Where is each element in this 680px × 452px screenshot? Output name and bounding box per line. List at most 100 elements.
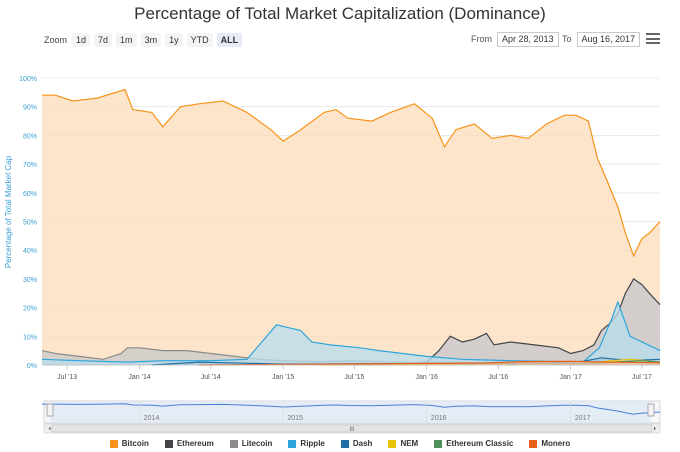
dash-area xyxy=(151,357,661,365)
x-tick-label: Jul '13 xyxy=(57,374,77,381)
ethereum-classic-swatch-icon xyxy=(434,439,443,448)
legend-item-bitcoin[interactable]: Bitcoin xyxy=(109,439,149,448)
scroll-left-arrow-icon[interactable] xyxy=(48,426,51,431)
dash-swatch-icon xyxy=(340,439,349,448)
ethereum-classic-line[interactable] xyxy=(507,360,661,366)
navigator-series-line xyxy=(42,403,661,415)
y-axis-label: Percentage of Total Market Cap xyxy=(4,155,13,268)
legend-item-ethereum-classic[interactable]: Ethereum Classic xyxy=(434,439,513,448)
ethereum-swatch-icon xyxy=(164,439,173,448)
area-layer xyxy=(41,88,661,366)
zoom-7d-button[interactable]: 7d xyxy=(94,33,113,47)
navigator-selection[interactable] xyxy=(50,401,651,423)
monero-area xyxy=(199,361,660,365)
y-tick-label: 40% xyxy=(23,248,37,255)
litecoin-line[interactable] xyxy=(41,347,660,364)
navigator-background xyxy=(43,400,661,424)
navigator-year-label: 2016 xyxy=(431,415,447,422)
zoom-3m-button[interactable]: 3m xyxy=(140,33,162,47)
scroll-right-arrow-icon[interactable] xyxy=(654,426,656,431)
y-tick-label: 60% xyxy=(23,191,37,198)
legend-label: Ripple xyxy=(300,439,325,448)
y-tick-label: 20% xyxy=(23,306,37,313)
zoom-ytd-button[interactable]: YTD xyxy=(186,33,213,47)
nem-area xyxy=(318,359,660,365)
ethereum-area xyxy=(368,278,660,365)
x-tick-label: Jan '15 xyxy=(272,374,294,381)
monero-swatch-icon xyxy=(529,439,538,448)
hamburger-menu-icon[interactable] xyxy=(646,33,660,44)
legend-item-dash[interactable]: Dash xyxy=(340,439,373,448)
x-tick-label: Jul '14 xyxy=(201,374,221,381)
y-tick-label: 50% xyxy=(23,220,37,227)
litecoin-area xyxy=(42,347,660,365)
y-tick-label: 80% xyxy=(23,133,37,140)
legend-label: Dash xyxy=(352,439,373,448)
zoom-all-button[interactable]: ALL xyxy=(216,33,243,47)
litecoin-swatch-icon xyxy=(229,439,238,448)
navigator-scrollbar[interactable] xyxy=(43,423,661,434)
y-tick-label: 70% xyxy=(23,162,37,169)
navigator-year-label: 2014 xyxy=(144,415,160,422)
dash-line[interactable] xyxy=(151,357,661,366)
nem-swatch-icon xyxy=(388,439,397,448)
x-tick-label: Jul '15 xyxy=(344,374,364,381)
zoom-1m-button[interactable]: 1m xyxy=(116,33,137,47)
legend-label: Litecoin xyxy=(241,439,273,448)
navigator-right-handle[interactable] xyxy=(647,403,655,417)
range-to: To Aug 16, 2017 xyxy=(562,31,641,47)
legend-item-ethereum[interactable]: Ethereum xyxy=(164,439,214,448)
x-tick-label: Jan '16 xyxy=(416,374,438,381)
ethereum-classic-area xyxy=(507,360,660,365)
ripple-line[interactable] xyxy=(41,300,661,363)
legend-label: Monero xyxy=(541,439,571,448)
ripple-area xyxy=(42,301,660,365)
from-date-input[interactable]: Apr 28, 2013 xyxy=(497,31,559,47)
y-tick-label: 100% xyxy=(19,76,37,83)
navigator-left-handle[interactable] xyxy=(46,403,54,417)
monero-line[interactable] xyxy=(198,360,661,366)
bitcoin-area xyxy=(42,89,660,365)
legend-label: Ethereum xyxy=(176,439,214,448)
x-tick-label: Jul '17 xyxy=(632,374,652,381)
nem-line[interactable] xyxy=(318,358,661,366)
legend-label: Ethereum Classic xyxy=(446,439,514,448)
y-tick-label: 0% xyxy=(27,363,37,370)
navigator-year-labels: 2014 2015 2016 2017 xyxy=(139,401,591,423)
ethereum-line[interactable] xyxy=(368,278,661,366)
zoom-bar: Zoom 1d 7d 1m 3m 1y YTD ALL xyxy=(44,32,246,48)
grid-layer xyxy=(42,77,660,366)
y-tick-label: 90% xyxy=(23,105,37,112)
legend-label: Bitcoin xyxy=(121,439,149,448)
ripple-swatch-icon xyxy=(288,439,297,448)
to-label: To xyxy=(562,34,572,44)
legend-label: NEM xyxy=(400,439,419,448)
x-tick-label: Jul '16 xyxy=(488,374,508,381)
navigator-scrollbar-thumb[interactable] xyxy=(51,424,653,433)
x-tick-label: Jan '17 xyxy=(560,374,582,381)
y-tick-label: 30% xyxy=(23,277,37,284)
to-date-input[interactable]: Aug 16, 2017 xyxy=(576,31,641,47)
y-tick-layer: 0% 10% 20% 30% 40% 50% 60% 70% 80% 90% 100% xyxy=(19,76,37,370)
bitcoin-swatch-icon xyxy=(109,439,118,448)
navigator-grip-icon: III xyxy=(349,427,354,433)
legend-item-litecoin[interactable]: Litecoin xyxy=(229,439,273,448)
range-from: From Apr 28, 2013 xyxy=(471,31,559,47)
legend-item-nem[interactable]: NEM xyxy=(388,439,418,448)
navigator[interactable]: 2014 2015 2016 2017 III xyxy=(42,400,661,434)
navigator-year-label: 2017 xyxy=(575,415,591,422)
zoom-1y-button[interactable]: 1y xyxy=(165,33,183,47)
zoom-label: Zoom xyxy=(44,35,68,45)
y-tick-label: 10% xyxy=(23,334,37,341)
zoom-1d-button[interactable]: 1d xyxy=(72,33,91,47)
navigator-year-label: 2015 xyxy=(287,415,303,422)
legend: Bitcoin Ethereum Litecoin Ripple Dash NE… xyxy=(0,439,680,448)
from-label: From xyxy=(471,34,492,44)
bitcoin-line[interactable] xyxy=(42,88,661,258)
x-tick-layer: Jul '13 Jan '14 Jul '14 Jan '15 Jul '15 Jan '… xyxy=(42,364,660,381)
x-tick-label: Jan '14 xyxy=(128,374,150,381)
chart-title: Percentage of Total Market Capitalizatio… xyxy=(134,4,546,23)
legend-item-ripple[interactable]: Ripple xyxy=(288,439,325,448)
legend-item-monero[interactable]: Monero xyxy=(529,439,570,448)
